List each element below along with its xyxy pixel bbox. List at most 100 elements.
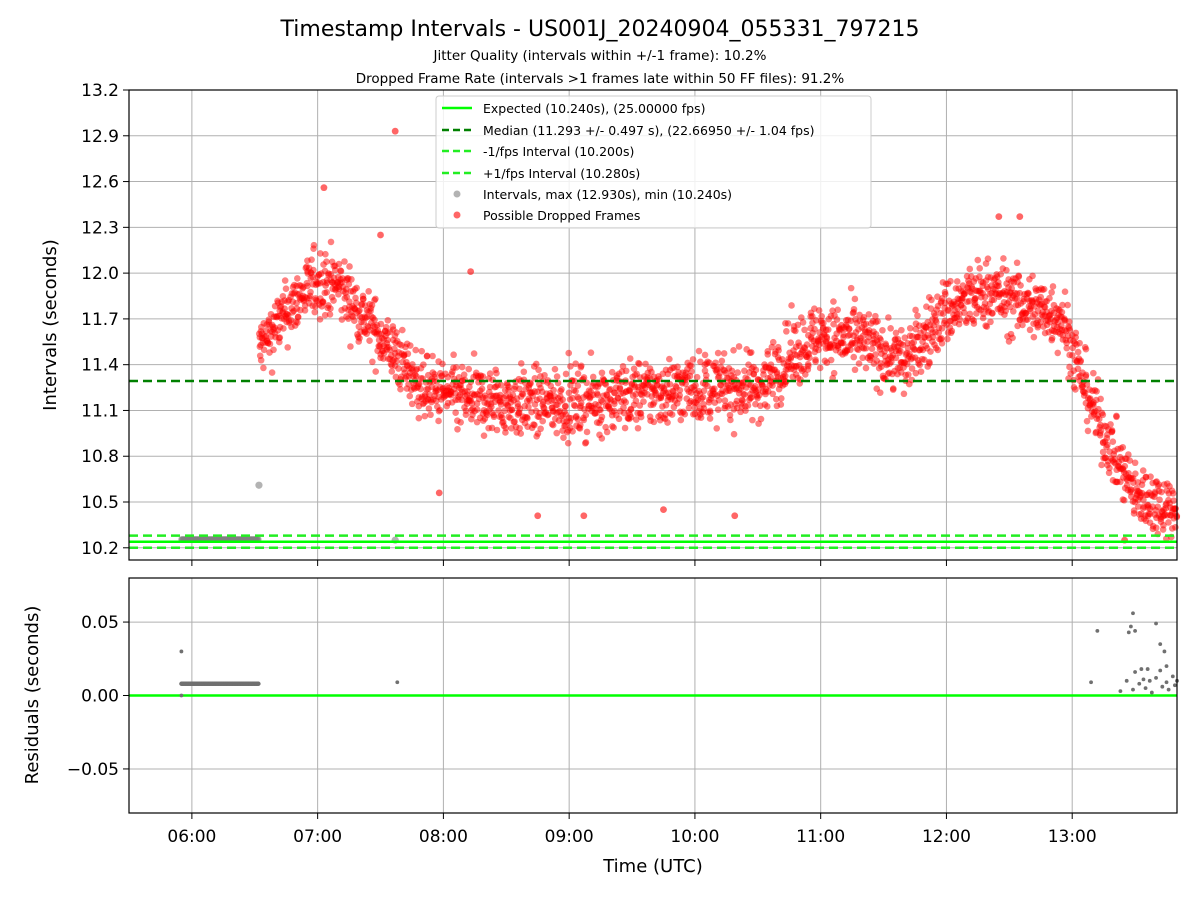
dropped-frame-point xyxy=(345,280,353,288)
dropped-frame-point xyxy=(524,414,531,422)
dropped-frame-point xyxy=(668,411,676,418)
dropped-frame-point xyxy=(642,360,649,368)
dropped-frame-point xyxy=(270,346,277,354)
dropped-frame-point xyxy=(742,407,749,414)
dropped-frame-point xyxy=(280,325,287,332)
dropped-frame-point xyxy=(478,385,486,393)
dropped-frame-point xyxy=(395,365,402,372)
dropped-frame-point xyxy=(359,292,367,300)
dropped-frame-point xyxy=(294,313,302,321)
residual-point xyxy=(1131,687,1135,692)
dropped-frame-point xyxy=(706,415,714,422)
dropped-frame-point xyxy=(764,351,772,358)
residual-point xyxy=(1158,668,1163,673)
dropped-frame-point xyxy=(1130,507,1138,514)
dropped-frame-point xyxy=(1160,521,1167,529)
dropped-frame-point xyxy=(976,265,984,272)
dropped-frame-point xyxy=(802,371,809,378)
dropped-frame-point xyxy=(912,306,919,314)
dropped-frame-point xyxy=(769,390,777,398)
dropped-frame-point xyxy=(1046,294,1053,302)
dropped-frame-point xyxy=(1048,289,1055,296)
dropped-frame-point xyxy=(1069,352,1076,359)
dropped-frame-point xyxy=(906,324,914,332)
dropped-frame-point xyxy=(730,346,737,354)
dropped-frame-point xyxy=(650,418,658,426)
dropped-frame-point xyxy=(792,327,799,335)
dropped-frame-point xyxy=(1002,307,1010,315)
dropped-frame-point xyxy=(1009,334,1016,342)
dropped-frame-point xyxy=(830,369,838,377)
residual-point xyxy=(256,681,261,686)
dropped-frame-point xyxy=(473,406,481,413)
dropped-frame-point xyxy=(567,363,574,370)
dropped-frame-rate-subtitle: Dropped Frame Rate (intervals >1 frames … xyxy=(356,71,845,87)
dropped-frame-point xyxy=(824,326,832,333)
dropped-frame-point xyxy=(794,321,802,329)
dropped-frame-point xyxy=(393,329,400,336)
residual-point xyxy=(179,693,184,698)
dropped-frame-point xyxy=(1083,381,1091,388)
dropped-frame-point xyxy=(435,489,443,497)
dropped-frame-point xyxy=(284,344,291,351)
dropped-frame-point xyxy=(941,290,949,298)
dropped-frame-point xyxy=(462,407,470,415)
dropped-frame-point xyxy=(695,347,703,355)
dropped-frame-point xyxy=(974,256,982,264)
dropped-frame-point xyxy=(1063,344,1071,352)
dropped-frame-point xyxy=(1030,333,1038,341)
dropped-frame-point xyxy=(788,302,795,309)
dropped-frame-point xyxy=(460,371,468,379)
dropped-frame-point xyxy=(995,282,1003,290)
dropped-frame-point xyxy=(876,389,884,396)
dropped-frame-point xyxy=(1074,348,1082,356)
dropped-frame-point xyxy=(388,368,396,375)
dropped-frame-point xyxy=(562,370,570,378)
legend-label-dropped: Possible Dropped Frames xyxy=(483,208,640,223)
dropped-frame-point xyxy=(516,385,523,393)
dropped-frame-point xyxy=(714,349,722,357)
dropped-frame-point xyxy=(309,273,316,281)
dropped-frame-point xyxy=(851,295,859,303)
residual-point xyxy=(1145,667,1150,671)
dropped-frame-point xyxy=(997,270,1005,278)
dropped-frame-point xyxy=(692,382,699,389)
dropped-frame-point xyxy=(541,371,548,379)
dropped-frame-point xyxy=(282,285,290,292)
dropped-frame-point xyxy=(620,404,627,411)
dropped-frame-point xyxy=(458,363,466,371)
dropped-frame-point xyxy=(720,350,728,357)
dropped-frame-point xyxy=(431,371,438,378)
dropped-frame-point xyxy=(735,343,743,350)
dropped-frame-point xyxy=(435,417,442,425)
dropped-frame-point xyxy=(310,245,317,252)
dropped-frame-point xyxy=(901,334,909,342)
dropped-frame-point xyxy=(862,344,870,352)
dropped-frame-point xyxy=(914,312,921,319)
dropped-frame-point xyxy=(744,402,752,409)
dropped-frame-point xyxy=(452,364,460,371)
dropped-frame-point xyxy=(308,256,315,263)
interval-point xyxy=(255,481,263,489)
dropped-frame-point xyxy=(640,398,647,405)
dropped-frame-point xyxy=(734,369,741,376)
dropped-frame-point xyxy=(294,319,301,326)
dropped-frame-point xyxy=(1003,266,1010,274)
dropped-frame-point xyxy=(565,389,573,397)
dropped-frame-point xyxy=(322,250,329,258)
bottom-y-tick-label: 0.05 xyxy=(81,613,119,633)
dropped-frame-point xyxy=(598,369,606,377)
dropped-frame-point xyxy=(803,341,811,348)
dropped-frame-point xyxy=(965,297,973,305)
dropped-frame-point xyxy=(482,394,490,402)
dropped-frame-point xyxy=(885,314,892,321)
dropped-frame-point xyxy=(310,266,317,274)
dropped-frame-point xyxy=(597,406,604,414)
residual-point xyxy=(1154,621,1158,626)
dropped-frame-point xyxy=(450,351,457,359)
dropped-frame-point xyxy=(294,275,301,282)
dropped-frame-point xyxy=(615,415,623,423)
dropped-frame-point xyxy=(502,424,510,432)
dropped-frame-point xyxy=(382,323,390,331)
dropped-frame-point xyxy=(1106,464,1113,472)
